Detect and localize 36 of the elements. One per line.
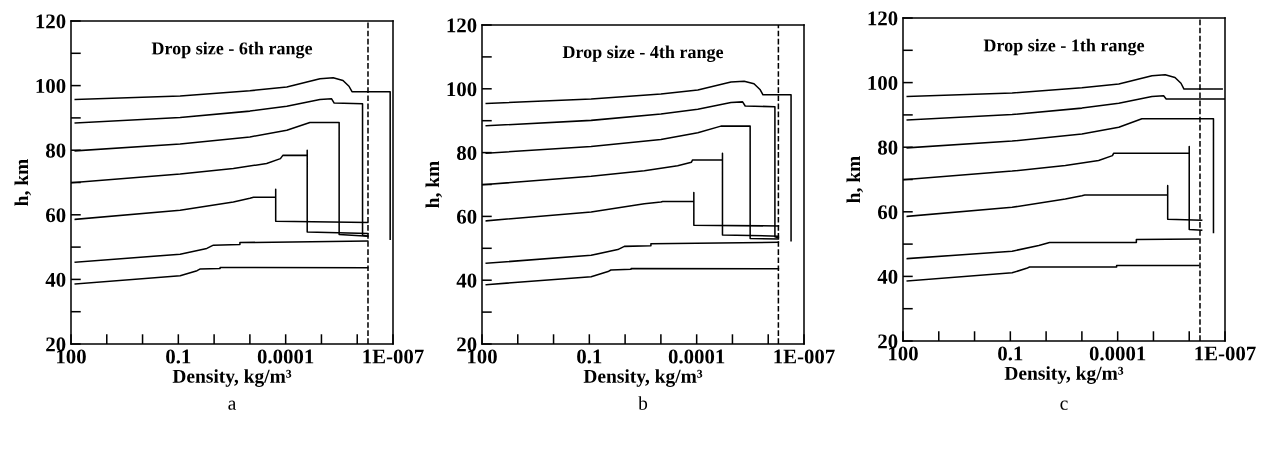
- x-axis-title: Density, kg/m³: [1004, 366, 1124, 384]
- y-tick-label: 60: [46, 208, 66, 223]
- y-tick-label: 120: [36, 14, 66, 29]
- text: Drop size - 4th range: [562, 45, 724, 62]
- y-axis-title: h, km: [846, 156, 863, 203]
- x-tick-label: 1E-007: [774, 349, 835, 364]
- text: Drop size - 1th range: [983, 38, 1145, 56]
- x-tick-label: 0.0001: [257, 349, 314, 364]
- y-tick-label: 60: [878, 205, 898, 220]
- y-tick-label: 80: [457, 145, 477, 161]
- y-tick-label: 100: [447, 82, 477, 97]
- x-axis-title: Density, kg/m³: [172, 369, 292, 387]
- y-tick-label: 100: [868, 75, 898, 91]
- text: Drop size - 6th range: [151, 41, 313, 59]
- text: a: [228, 400, 237, 410]
- text: c: [1060, 400, 1068, 410]
- x-tick-label: 0.1: [577, 349, 602, 364]
- x-tick-label: 0.1: [166, 349, 191, 364]
- y-tick-label: 40: [45, 272, 66, 287]
- x-tick-label: 1E-007: [1195, 346, 1256, 361]
- y-tick-label: 80: [46, 143, 66, 158]
- x-tick-label: 0.0001: [1089, 346, 1146, 361]
- y-tick-label: 40: [456, 273, 477, 288]
- y-tick-label: 100: [36, 78, 66, 94]
- x-axis-title: Density, kg/m³: [583, 369, 703, 387]
- x-tick-label: 1E-007: [363, 349, 424, 364]
- y-tick-label: 60: [457, 209, 477, 224]
- y-tick-label: 120: [447, 18, 477, 33]
- y-tick-label: 120: [868, 11, 898, 26]
- text: b: [638, 396, 648, 410]
- x-tick-label: 0.0001: [668, 349, 725, 364]
- y-tick-label: 80: [878, 140, 898, 155]
- y-axis-title: h, km: [425, 161, 442, 208]
- x-tick-label: 0.1: [998, 346, 1023, 361]
- y-tick-label: 40: [877, 269, 898, 284]
- y-axis-title: h, km: [14, 159, 31, 206]
